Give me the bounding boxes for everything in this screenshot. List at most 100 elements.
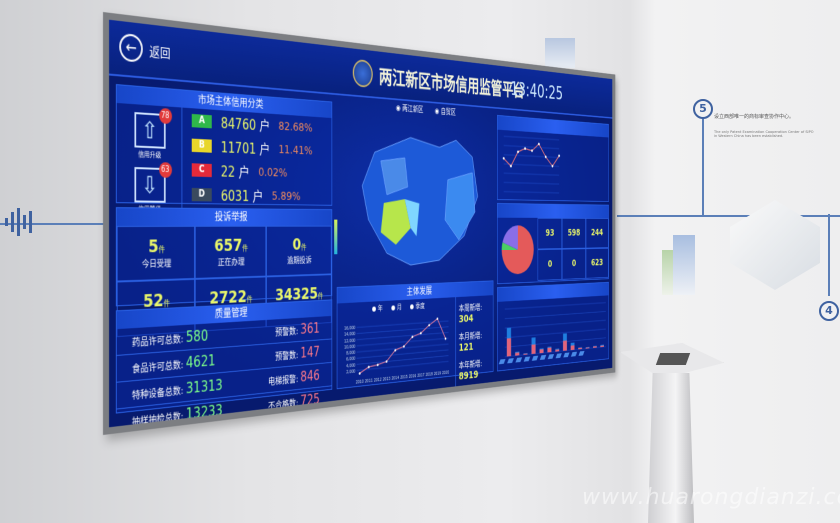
- kiosk-stand: [620, 343, 724, 523]
- complaint-stat[interactable]: 5件 今日受理: [116, 225, 195, 282]
- stat-label: 今日受理: [141, 259, 172, 270]
- downgrade-button[interactable]: ⇩ 63: [134, 162, 172, 203]
- x-tick-mark: [523, 356, 531, 362]
- milestone-text-cn: 设立西部唯一的商标审查协作中心。: [714, 114, 795, 120]
- data-point: [394, 348, 397, 352]
- gridline: [504, 145, 559, 148]
- data-point: [367, 365, 370, 369]
- enforcement-stat[interactable]: 623: [585, 247, 609, 279]
- grade-badge: C: [191, 163, 212, 178]
- quality-label: 食品许可总数:: [131, 360, 184, 376]
- warning-value: 147: [300, 343, 320, 362]
- enforcement-stat[interactable]: 0: [562, 248, 586, 280]
- complaint-stat[interactable]: 657件 正在办理: [194, 225, 267, 279]
- quality-value: 4621: [185, 352, 216, 372]
- grade-percent: 11.41%: [278, 142, 313, 158]
- milestone-4-badge: 4: [819, 301, 839, 321]
- enforcement-stat[interactable]: 0: [537, 248, 563, 281]
- radio-ftz[interactable]: 自贸区: [435, 105, 456, 117]
- development-panel: 主体发展 ● 年 ● 月 ● 季度 2,000 4,000 6,000 8,000 10,0…: [336, 280, 494, 417]
- gridline: [357, 327, 449, 334]
- credit-special-panel: [497, 114, 609, 202]
- gridline: [504, 192, 559, 193]
- wall-building-blue: [673, 235, 695, 295]
- complaint-stat[interactable]: 0件 逾期投诉: [266, 225, 332, 277]
- gridline: [357, 321, 449, 327]
- enforcement-pie-chart: [501, 225, 534, 275]
- stat-label: 逾期投诉: [287, 256, 312, 266]
- warning-label: 电梯报警:: [268, 374, 299, 388]
- gridline: [505, 303, 606, 310]
- x-tick-label: 2011: [365, 378, 373, 384]
- map-region-north[interactable]: [362, 135, 477, 267]
- wall-timeline-line: [617, 215, 840, 217]
- milestone-5-badge: 5: [693, 99, 713, 119]
- unit: 户: [259, 140, 271, 158]
- gridline: [504, 136, 559, 140]
- page-title: 两江新区市场信用监管平台: [352, 58, 525, 102]
- y-tick-label: 6,000: [346, 356, 355, 362]
- y-tick-label: 8,000: [346, 350, 355, 356]
- bar: [570, 345, 575, 351]
- stat-value: 598: [567, 227, 581, 239]
- development-stat: 本年新增: 8919: [459, 356, 493, 383]
- x-tick-mark: [555, 353, 562, 359]
- wall-timeline-vertical: [828, 214, 830, 296]
- arrow-left-icon: ←: [119, 32, 143, 63]
- downgrade-count-badge: 63: [158, 162, 172, 178]
- grade-percent: 82.68%: [278, 119, 313, 135]
- credit-grade-row[interactable]: C 22 户 0.02%: [191, 158, 313, 186]
- legend-toggle[interactable]: ● 季度: [409, 302, 425, 311]
- dashboard: ←返回 两江新区市场信用监管平台 13:40:25 两江新区 自贸区 市场主体信…: [109, 19, 613, 428]
- data-point: [524, 147, 526, 150]
- y-tick-label: 16,000: [344, 326, 355, 332]
- stat-value: 244: [591, 227, 604, 239]
- bar: [555, 349, 560, 352]
- upgrade-count-badge: 78: [158, 107, 172, 125]
- enforcement-stat[interactable]: 598: [562, 217, 586, 249]
- stat-value: 0: [547, 258, 553, 270]
- bar: [506, 338, 512, 357]
- x-tick-mark: [578, 350, 585, 356]
- district-map[interactable]: [334, 116, 494, 280]
- radio-liangjiang[interactable]: 两江新区: [396, 102, 423, 115]
- data-point: [502, 156, 505, 160]
- stat-unit: 件: [242, 244, 249, 253]
- data-point: [376, 363, 379, 367]
- inspection-panel: [481, 281, 609, 372]
- complaints-panel: 投诉举报 5件今日受理657件正在办理0件逾期投诉52件本月办结2722件本年办…: [115, 207, 333, 338]
- enforcement-stat[interactable]: 244: [585, 218, 609, 249]
- x-tick-mark: [563, 352, 570, 358]
- warning-label: 预警数:: [275, 326, 299, 339]
- title-text: 两江新区市场信用监管平台: [378, 65, 525, 102]
- map-svg: [337, 116, 494, 280]
- x-tick-label: 2019: [434, 371, 441, 377]
- enforcement-stat[interactable]: 93: [537, 217, 563, 250]
- credit-panel: 市场主体信用分类 ⇧78 信用升级 ⇩63 信用降级 A 84760 户 82.…: [115, 84, 333, 215]
- y-tick-label: 12,000: [344, 338, 355, 344]
- x-tick-mark: [570, 351, 578, 357]
- x-tick-label: 2020: [442, 370, 449, 376]
- back-button[interactable]: ← 返回: [119, 32, 170, 66]
- upgrade-button[interactable]: ⇧ 78: [134, 107, 172, 149]
- police-badge-logo: [352, 58, 373, 88]
- unit: 户: [252, 187, 264, 205]
- grade-badge: D: [191, 187, 212, 202]
- legend-toggle[interactable]: ● 年: [371, 304, 383, 313]
- grade-count: 84760: [220, 114, 256, 134]
- quality-panel: 质量管理 药品许可总数: 580 预警数: 361 食品许可总数: 4621 预警数:…: [115, 299, 333, 428]
- stat-value: 304: [458, 312, 474, 326]
- stat-label: 累计主体:: [458, 387, 483, 400]
- quality-value: 13233: [185, 401, 223, 423]
- gridline: [357, 344, 449, 352]
- x-tick-mark: [539, 354, 547, 360]
- development-line-chart: 2,0004,0006,0008,00010,00012,00014,00016…: [344, 311, 451, 385]
- credit-grade-row[interactable]: D 6031 户 5.89%: [191, 182, 313, 208]
- grade-badge: A: [191, 113, 212, 129]
- kiosk-slot: [655, 353, 691, 365]
- bar: [563, 340, 567, 351]
- stat-value: 8919: [458, 368, 479, 383]
- x-tick-label: 2013: [383, 376, 391, 382]
- legend-toggle[interactable]: ● 月: [391, 303, 402, 312]
- x-tick-label: 2014: [391, 375, 399, 381]
